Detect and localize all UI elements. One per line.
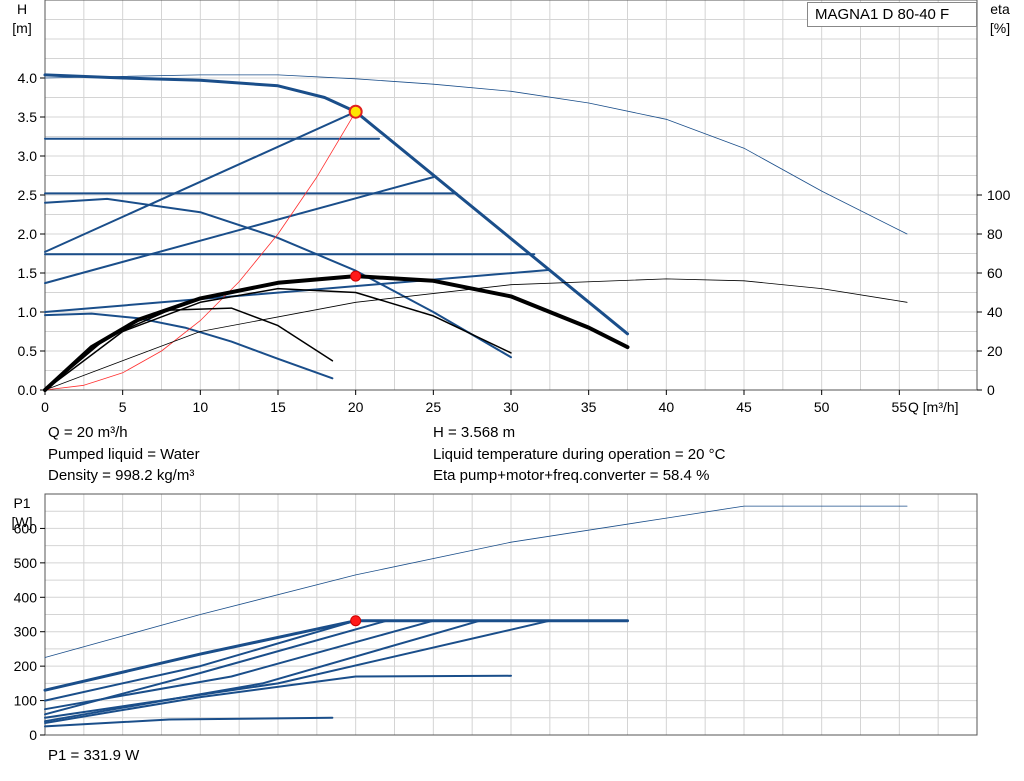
power-curve-p1-prop-1 [44, 619, 629, 702]
eta-curve-eta-cc2 [44, 307, 334, 391]
power-curve-p1-cc2 [44, 716, 334, 728]
top-y2tick-label: 20 [987, 343, 1003, 359]
power-curve-p1-cp-2 [44, 619, 629, 723]
bot-ytick-label: 200 [14, 658, 38, 674]
head-curve-const-curve-1 [44, 197, 512, 359]
top-ytick-label: 3.5 [18, 109, 38, 125]
eta-duty-point [350, 270, 362, 282]
info-flow: Q = 20 m³/h [48, 424, 128, 441]
eta-curve-eta-max [44, 278, 908, 391]
top-ytick-label: 1.5 [18, 265, 38, 281]
bot-ylabel-line-0: P1 [13, 495, 30, 511]
eta-curve-eta-auto [43, 274, 630, 392]
top-xtick-label: 40 [659, 399, 675, 415]
top-y2tick-label: 100 [987, 187, 1011, 203]
top-xtick-label: 0 [41, 399, 49, 415]
head-curve-max-curve [44, 74, 908, 235]
top-xtick-label: 25 [426, 399, 442, 415]
power-duty-point [350, 615, 362, 627]
head-eta-chart: 0.0 0.5 1.0 1.5 2.0 2.5 3.0 3.5 4.0 0 20 40 60 80 100 0… [12, 0, 1011, 415]
top-ytick-label: 0.0 [18, 382, 38, 398]
info-temperature: Liquid temperature during operation = 20… [433, 446, 726, 463]
top-ylabel-line-0: H [17, 1, 27, 17]
top-xtick-label: 45 [736, 399, 752, 415]
head-duty-point [348, 104, 363, 119]
head-curve-prop-pressure-2 [44, 176, 435, 285]
top-y2label-line-0: eta [990, 1, 1010, 17]
top-xtick-label: 50 [814, 399, 830, 415]
bot-ytick-label: 0 [29, 727, 37, 743]
top-ytick-label: 2.0 [18, 226, 38, 242]
bot-ytick-label: 100 [14, 693, 38, 709]
top-xtick-label: 55 [892, 399, 908, 415]
bot-ylabel-line-1: [W] [12, 514, 33, 530]
top-xtick-label: 30 [503, 399, 519, 415]
info-head: H = 3.568 m [433, 424, 516, 441]
info-p1: P1 = 331.9 W [48, 747, 140, 764]
power-curve-p1-cc1 [44, 674, 512, 724]
eta-curve-eta-cc1 [44, 287, 512, 391]
top-xtick-label: 35 [581, 399, 597, 415]
power-chart: 0 100 200 300 400 500 600 P1 [W] [12, 493, 978, 743]
head-curve-prop-pressure-1 [44, 110, 357, 253]
bot-ytick-label: 400 [14, 589, 38, 605]
head-curve-auto-limit [354, 110, 629, 336]
info-density: Density = 998.2 kg/m³ [48, 467, 195, 484]
info-efficiency: Eta pump+motor+freq.converter = 58.4 % [433, 467, 710, 484]
top-xtick-label: 20 [348, 399, 364, 415]
model-label: MAGNA1 D 80-40 F [807, 2, 977, 27]
top-ytick-label: 1.0 [18, 304, 38, 320]
top-ytick-label: 0.5 [18, 343, 38, 359]
top-y2tick-label: 0 [987, 382, 995, 398]
top-xlabel: Q [m³/h] [908, 399, 959, 415]
top-xtick-label: 15 [270, 399, 286, 415]
bot-plot-frame [44, 493, 978, 736]
info-liquid: Pumped liquid = Water [48, 446, 200, 463]
top-ytick-label: 3.0 [18, 148, 38, 164]
bot-ytick-label: 300 [14, 624, 38, 640]
top-y2label-line-1: [%] [990, 20, 1010, 36]
head-curve-prop-pressure-3 [44, 268, 551, 313]
head-curve-system-curve [44, 111, 357, 391]
top-y2tick-label: 40 [987, 304, 1003, 320]
top-ylabel-line-1: [m] [12, 20, 31, 36]
power-curve-p1-max [44, 505, 908, 658]
top-ytick-label: 2.5 [18, 187, 38, 203]
head-curve-const-curve-2 [44, 312, 334, 380]
top-xtick-label: 5 [119, 399, 127, 415]
head-curve-auto-operating [43, 73, 358, 114]
bot-ytick-label: 600 [14, 520, 38, 536]
bot-ytick-label: 500 [14, 555, 38, 571]
top-ytick-label: 4.0 [18, 70, 38, 86]
top-xtick-label: 10 [193, 399, 209, 415]
top-y2tick-label: 60 [987, 265, 1003, 281]
top-y2tick-label: 80 [987, 226, 1003, 242]
